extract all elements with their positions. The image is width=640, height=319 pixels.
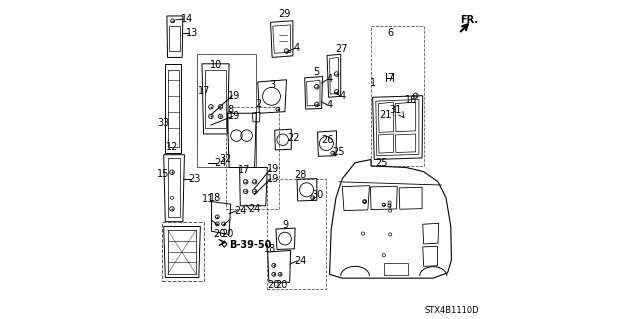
Text: 19: 19 [228, 91, 241, 101]
Text: 25: 25 [375, 158, 387, 168]
Text: 24: 24 [214, 158, 227, 168]
Bar [226, 107, 278, 209]
Text: STX4B1110D: STX4B1110D [424, 306, 479, 315]
Polygon shape [221, 241, 227, 247]
Text: 19: 19 [267, 174, 279, 184]
Text: 18: 18 [209, 193, 221, 204]
Text: B-39-50: B-39-50 [229, 240, 271, 250]
Bar [268, 179, 326, 289]
Text: 1: 1 [369, 78, 376, 88]
Text: 25: 25 [332, 146, 345, 157]
Text: 4: 4 [340, 91, 346, 101]
Text: 4: 4 [294, 43, 300, 54]
Text: 20: 20 [268, 279, 280, 290]
Bar [371, 26, 424, 166]
Text: 5: 5 [314, 67, 320, 77]
Text: 12: 12 [166, 142, 179, 152]
Text: 21: 21 [380, 110, 392, 121]
Text: 11: 11 [202, 194, 214, 204]
Text: 32: 32 [220, 154, 232, 165]
Text: 24: 24 [235, 205, 247, 216]
Bar [162, 222, 204, 281]
Text: 6: 6 [387, 28, 393, 39]
Text: 10: 10 [210, 60, 223, 70]
Text: 18: 18 [264, 244, 276, 255]
Text: 20: 20 [213, 229, 226, 239]
Text: 9: 9 [282, 220, 289, 230]
Text: 4: 4 [326, 100, 333, 110]
Text: 20: 20 [275, 279, 287, 290]
Bar [384, 263, 408, 275]
Text: 3: 3 [269, 79, 276, 90]
Text: 20: 20 [221, 229, 234, 239]
Text: 2: 2 [255, 99, 262, 109]
Text: 24: 24 [294, 256, 307, 266]
Text: 33: 33 [157, 118, 169, 128]
Text: 22: 22 [287, 133, 300, 143]
Text: 7: 7 [387, 73, 394, 83]
Text: 24: 24 [248, 204, 260, 214]
Text: FR.: FR. [460, 15, 477, 25]
Text: 30: 30 [311, 189, 324, 200]
Text: 8: 8 [227, 105, 233, 115]
Text: 29: 29 [279, 9, 291, 19]
Text: 28: 28 [294, 170, 307, 181]
Text: 17: 17 [198, 86, 211, 96]
Text: 26: 26 [321, 135, 333, 145]
Text: 17: 17 [238, 165, 251, 175]
Text: 4: 4 [326, 74, 333, 84]
Bar [197, 54, 256, 167]
Bar [197, 54, 256, 167]
Text: 31: 31 [389, 105, 401, 115]
Text: 13: 13 [186, 28, 198, 39]
Text: 19: 19 [228, 111, 241, 122]
Text: 23: 23 [188, 174, 201, 184]
Text: 15: 15 [157, 169, 169, 179]
Text: 27: 27 [335, 44, 348, 55]
Text: 14: 14 [180, 14, 193, 24]
Text: 16: 16 [404, 95, 417, 106]
Text: 19: 19 [267, 164, 279, 174]
